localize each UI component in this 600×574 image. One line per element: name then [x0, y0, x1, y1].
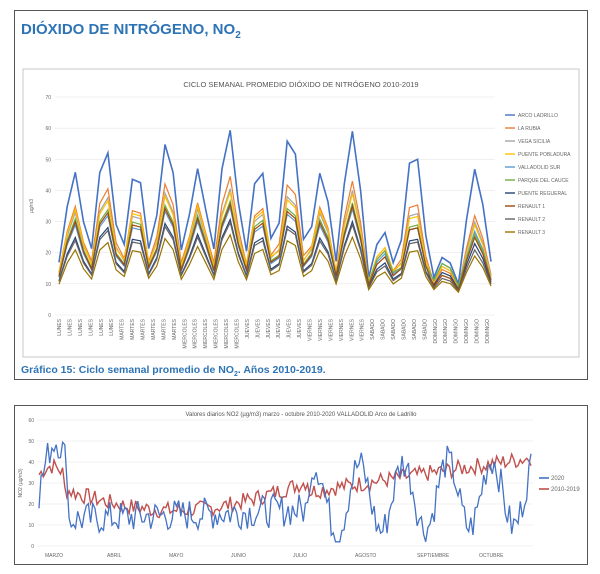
- y-tick-label: 30: [28, 481, 34, 487]
- x-tick-label: SABADO: [391, 319, 397, 340]
- x-tick-label: MIERCOLES: [182, 318, 188, 348]
- x-tick-label: VIERNES: [360, 318, 366, 341]
- x-tick-label: JULIO: [293, 553, 307, 559]
- x-tick-label: LUNES: [67, 318, 73, 335]
- legend-label: PARQUE DEL CAUCE: [518, 178, 569, 184]
- y-tick-label: 0: [31, 544, 34, 550]
- series-line: [58, 217, 492, 291]
- legend-label: ARCO LADRILLO: [518, 113, 558, 119]
- series-line: [58, 201, 492, 292]
- y-tick-label: 40: [45, 188, 51, 194]
- x-tick-label: VIERNES: [339, 318, 345, 341]
- x-tick-label: MIERCOLES: [203, 318, 209, 348]
- x-tick-label: MARTES: [130, 318, 136, 339]
- figure-caption: Gráfico 15: Ciclo semanal promedio de NO…: [21, 364, 326, 379]
- x-tick-label: VIERNES: [349, 318, 355, 341]
- y-tick-label: 10: [28, 523, 34, 529]
- x-tick-label: LUNES: [57, 318, 63, 335]
- legend-label: PUENTE REGUERAL: [518, 191, 567, 197]
- legend-label: PUENTE POBLADURA: [518, 152, 571, 158]
- x-tick-label: DOMINGO: [485, 319, 491, 344]
- x-tick-label: VIERNES: [308, 318, 314, 341]
- x-tick-label: SABADO: [422, 319, 428, 340]
- x-tick-label: ABRIL: [107, 553, 122, 559]
- series-line: [58, 220, 492, 293]
- x-tick-label: AGOSTO: [355, 553, 376, 559]
- x-tick-label: MARTES: [172, 318, 178, 339]
- x-tick-label: JUEVES: [255, 318, 261, 338]
- y-tick-label: 30: [45, 220, 51, 226]
- x-tick-label: SABADO: [370, 319, 376, 340]
- chart-title: CICLO SEMANAL PROMEDIO DIÓXIDO DE NITRÓG…: [183, 80, 418, 89]
- legend-label: 2020: [551, 476, 565, 482]
- x-tick-label: MIERCOLES: [193, 318, 199, 348]
- legend-label: RENAULT 2: [518, 217, 545, 223]
- x-tick-label: MIERCOLES: [214, 318, 220, 348]
- x-tick-label: MAYO: [169, 553, 183, 559]
- x-tick-label: DOMINGO: [454, 319, 460, 344]
- y-tick-label: 50: [45, 157, 51, 163]
- x-tick-label: MIERCOLES: [234, 318, 240, 348]
- x-tick-label: JUNIO: [231, 553, 246, 559]
- x-tick-label: SEPTIEMBRE: [417, 553, 450, 559]
- y-tick-label: 70: [45, 95, 51, 101]
- y-tick-label: 50: [28, 439, 34, 445]
- x-tick-label: MARZO: [45, 553, 63, 559]
- section-heading: DIÓXIDO DE NITRÓGENO, NO2: [21, 21, 241, 41]
- x-tick-label: JUEVES: [266, 318, 272, 338]
- x-tick-label: MIERCOLES: [224, 318, 230, 348]
- x-tick-label: LUNES: [88, 318, 94, 335]
- series-line: [58, 130, 492, 285]
- x-tick-label: DOMINGO: [464, 319, 470, 344]
- x-tick-label: JUEVES: [287, 318, 293, 338]
- legend-label: RENAULT 1: [518, 204, 545, 210]
- x-tick-label: SABADO: [401, 319, 407, 340]
- x-tick-label: JUEVES: [297, 318, 303, 338]
- x-tick-label: SABADO: [412, 319, 418, 340]
- top-figure-panel: DIÓXIDO DE NITRÓGENO, NO2 CICLO SEMANAL …: [14, 10, 588, 380]
- series-line-2020: [38, 440, 532, 543]
- series-line-2010-2019: [38, 451, 532, 519]
- daily-values-chart: Valores diarios NO2 (µg/m3) marzo - octu…: [18, 412, 580, 559]
- y-tick-label: 10: [45, 282, 51, 288]
- y-axis-label: µg/m3: [29, 199, 35, 213]
- y-tick-label: 60: [45, 126, 51, 132]
- legend-label: LA RUBIA: [518, 126, 541, 132]
- y-tick-label: 0: [48, 313, 51, 319]
- x-tick-label: MARTES: [141, 318, 147, 339]
- x-tick-label: DOMINGO: [475, 319, 481, 344]
- x-tick-label: MARTES: [120, 318, 126, 339]
- x-tick-label: LUNES: [78, 318, 84, 335]
- series-line: [58, 233, 492, 294]
- x-tick-label: DOMINGO: [433, 319, 439, 344]
- legend-label: VALLADOLID SUR: [518, 165, 561, 171]
- series-line: [58, 191, 492, 289]
- y-tick-label: 60: [28, 418, 34, 424]
- legend-label: RENAULT 3: [518, 230, 545, 236]
- y-tick-label: 20: [45, 251, 51, 257]
- x-tick-label: JUEVES: [276, 318, 282, 338]
- x-tick-label: MARTES: [161, 318, 167, 339]
- x-tick-label: MARTES: [151, 318, 157, 339]
- x-tick-label: VIERNES: [318, 318, 324, 341]
- x-tick-label: SABADO: [381, 319, 387, 340]
- x-tick-label: OCTUBRE: [479, 553, 504, 559]
- x-tick-label: LUNES: [109, 318, 115, 335]
- legend-label: VEGA SICILIA: [518, 139, 551, 145]
- x-tick-label: VIERNES: [328, 318, 334, 341]
- x-tick-label: LUNES: [99, 318, 105, 335]
- x-tick-label: JUEVES: [245, 318, 251, 338]
- bottom-figure-panel: Valores diarios NO2 (µg/m3) marzo - octu…: [14, 405, 588, 565]
- y-axis-label: NO2 (µg/m3): [18, 468, 24, 497]
- x-tick-label: DOMINGO: [443, 319, 449, 344]
- chart-title: Valores diarios NO2 (µg/m3) marzo - octu…: [185, 412, 417, 418]
- y-tick-label: 20: [28, 502, 34, 508]
- legend-label: 2010-2019: [551, 487, 580, 493]
- y-tick-label: 40: [28, 460, 34, 466]
- weekly-cycle-chart: CICLO SEMANAL PROMEDIO DIÓXIDO DE NITRÓG…: [22, 68, 580, 358]
